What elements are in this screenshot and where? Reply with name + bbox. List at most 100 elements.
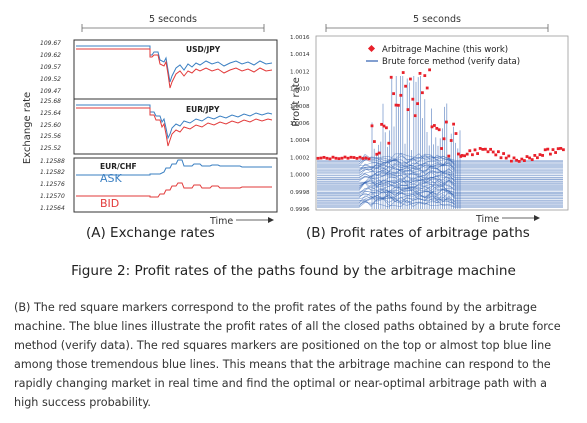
arbitrage-machine-marker	[546, 147, 550, 151]
arbitrage-machine-marker	[447, 154, 451, 158]
eur-chf-tick: 1.12564	[40, 205, 65, 212]
arbitrage-machine-marker	[361, 157, 365, 160]
eur-chf-tick: 1.12570	[40, 193, 65, 200]
arbitrage-machine-marker	[437, 128, 441, 132]
right-time-axis-label: Time	[475, 214, 499, 225]
arbitrage-machine-marker	[473, 148, 477, 152]
eur-jpy-title: EUR/JPY	[186, 105, 220, 114]
right-time-bracket	[325, 24, 549, 32]
eur-chf-bid-line	[76, 182, 272, 198]
arbitrage-machine-marker	[454, 132, 458, 135]
arbitrage-machine-marker	[494, 153, 498, 157]
arbitrage-machine-marker	[478, 147, 482, 150]
arbitrage-machine-marker	[517, 160, 521, 163]
arbitrage-machine-marker	[449, 139, 453, 142]
arbitrage-machine-marker	[325, 156, 329, 160]
arbitrage-machine-marker	[507, 154, 511, 158]
usd-jpy-tick: 109.52	[40, 76, 61, 83]
arbitrage-machine-marker	[423, 74, 427, 78]
arbitrage-machine-marker	[392, 92, 395, 96]
arbitrage-machine-marker	[463, 154, 466, 158]
arbitrage-machine-marker	[554, 151, 557, 154]
arbitrage-machine-marker	[421, 91, 424, 95]
profit-tick: 1.0008	[290, 104, 310, 110]
profit-rates-figure: 5 seconds Profit rate 1.0016 1.0014 1.00…	[290, 14, 569, 225]
arbitrage-machine-marker	[322, 155, 326, 159]
arbitrage-machine-marker	[445, 120, 448, 124]
arbitrage-machine-marker	[316, 156, 320, 160]
arbitrage-machine-marker	[413, 114, 417, 118]
profit-tick: 1.0000	[290, 173, 310, 179]
arbitrage-machine-marker	[499, 156, 503, 160]
legend: Arbitrage Machine (this work) Brute forc…	[364, 42, 564, 68]
profit-tick: 1.0002	[290, 155, 310, 161]
legend-machine-marker	[367, 44, 376, 53]
arbitrage-machine-marker	[387, 141, 391, 145]
ask-label: ASK	[100, 172, 123, 185]
arbitrage-machine-marker	[328, 157, 332, 161]
arbitrage-machine-marker	[430, 125, 434, 129]
usd-jpy-bid-line	[76, 48, 273, 89]
caption-a: (A) Exchange rates	[86, 225, 215, 241]
eur-jpy-tick: 125.52	[40, 145, 61, 152]
arbitrage-machine-marker	[389, 75, 393, 79]
eur-jpy-tick: 125.56	[40, 133, 61, 140]
usd-jpy-tick: 109.67	[40, 40, 61, 47]
arbitrage-machine-marker	[397, 103, 400, 107]
left-time-bracket	[81, 24, 265, 32]
arbitrage-machine-marker	[346, 156, 350, 160]
arbitrage-machine-marker	[367, 157, 371, 161]
profit-tick: 1.0016	[290, 35, 310, 41]
arbitrage-machine-marker	[442, 137, 446, 141]
arbitrage-machine-marker	[468, 149, 472, 153]
arbitrage-machine-marker	[428, 68, 431, 72]
profit-tick: 1.0004	[290, 138, 310, 144]
left-time-axis-label: Time	[209, 216, 233, 227]
arbitrage-machine-marker	[373, 140, 376, 143]
profit-rate-ylabel: Profit rate	[291, 77, 302, 127]
arbitrage-machine-marker	[481, 147, 485, 151]
arbitrage-machine-marker	[551, 148, 555, 152]
arbitrage-machine-marker	[401, 71, 405, 74]
arbitrage-machine-marker	[525, 155, 529, 158]
arbitrage-machine-marker	[394, 103, 398, 107]
arbitrage-machine-marker	[375, 152, 379, 156]
arbitrage-machine-marker	[340, 156, 344, 160]
arbitrage-machine-marker	[543, 148, 547, 152]
figure-description: (B) The red square markers correspond to…	[14, 301, 561, 409]
eur-chf-tick: 1.12588	[40, 158, 65, 165]
eur-chf-tick: 1.12582	[40, 169, 65, 176]
arbitrage-machine-marker	[425, 86, 429, 90]
eur-chf-title: EUR/CHF	[100, 162, 137, 171]
arbitrage-machine-marker	[358, 155, 362, 159]
usd-jpy-ask-line	[76, 45, 273, 83]
arbitrage-machine-markers	[316, 68, 565, 163]
arbitrage-machine-marker	[491, 150, 495, 154]
profit-tick: 1.0012	[290, 69, 310, 75]
caption-b: (B) Profit rates of arbitrage paths	[306, 225, 530, 241]
profit-tick: 1.0010	[290, 87, 310, 93]
arbitrage-machine-marker	[497, 150, 500, 154]
exchange-rates-figure: 5 seconds Exchange rate USD/JPY 109.67 1…	[22, 14, 278, 227]
legend-machine-label: Arbitrage Machine (this work)	[382, 45, 508, 55]
arbitrage-machine-marker	[319, 156, 323, 160]
arbitrage-machine-marker	[343, 155, 347, 159]
eur-chf-ask-line	[76, 159, 272, 176]
usd-jpy-title: USD/JPY	[186, 45, 221, 54]
arbitrage-machine-marker	[452, 122, 455, 126]
arbitrage-machine-marker	[406, 108, 410, 112]
profit-tick: 0.9996	[290, 207, 310, 213]
arbitrage-machine-marker	[523, 159, 526, 162]
arbitrage-machine-marker	[530, 158, 534, 162]
exchange-rate-ylabel: Exchange rate	[22, 92, 33, 164]
arbitrage-machine-marker	[538, 153, 542, 157]
arbitrage-machine-marker	[404, 84, 407, 88]
arbitrage-machine-marker	[562, 148, 565, 152]
arbitrage-machine-marker	[502, 152, 505, 155]
eur-jpy-tick: 125.60	[40, 122, 61, 129]
arbitrage-machine-marker	[355, 156, 359, 160]
left-time-label: 5 seconds	[149, 14, 197, 25]
arbitrage-machine-marker	[465, 152, 469, 156]
eur-jpy-bid-line	[76, 107, 273, 147]
arbitrage-machine-marker	[364, 156, 368, 160]
